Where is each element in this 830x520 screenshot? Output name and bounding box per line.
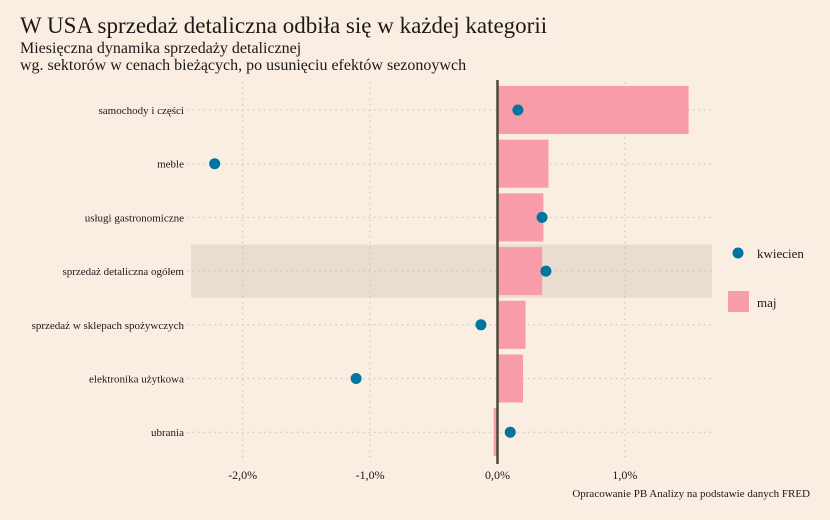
subtitle-line-2: wg. sektorów w cenach bieżących, po usun… — [20, 57, 467, 74]
point-kwiecien — [536, 211, 548, 223]
x-tick-label: -1,0% — [356, 468, 385, 482]
bar-maj — [497, 300, 526, 349]
bar-maj — [497, 193, 544, 242]
category-label: elektronika użytkowa — [89, 374, 184, 386]
category-label: ubrania — [151, 427, 184, 439]
category-label: meble — [157, 159, 184, 171]
category-label: samochody i części — [98, 105, 184, 117]
legend-label: maj — [757, 295, 777, 310]
legend: kwiecien maj — [728, 246, 804, 312]
point-kwiecien — [209, 158, 221, 170]
bar-maj — [493, 408, 498, 457]
point-kwiecien — [540, 265, 552, 277]
x-tick-label: 1,0% — [612, 468, 637, 482]
source-caption: Opracowanie PB Analizy na podstawie dany… — [572, 488, 810, 500]
point-kwiecien — [350, 373, 362, 384]
x-tick-layer: -2,0% -1,0% 0,0% 1,0% — [228, 468, 637, 482]
subtitle-line-1: Miesięczna dynamika sprzedaży detaliczne… — [20, 40, 302, 57]
chart-subtitle: Miesięczna dynamika sprzedaży detaliczne… — [20, 40, 466, 74]
category-label-layer: samochody i części meble usługi gastronomi… — [32, 105, 185, 439]
legend-square-icon — [728, 291, 749, 312]
x-tick-label: 0,0% — [485, 468, 510, 482]
category-label: sprzedaż detaliczna ogółem — [62, 266, 184, 278]
bar-maj — [497, 86, 689, 134]
point-kwiecien — [475, 319, 487, 331]
category-label: usługi gastronomiczne — [85, 212, 184, 224]
x-tick-label: -2,0% — [228, 468, 257, 482]
bar-maj — [497, 247, 543, 296]
bar-maj — [497, 139, 549, 188]
legend-label: kwiecien — [757, 246, 804, 261]
chart-title: W USA sprzedaż detaliczna odbiła się w k… — [20, 13, 548, 38]
bar-layer — [493, 86, 689, 457]
bar-maj — [497, 354, 523, 403]
point-layer — [209, 104, 552, 438]
point-kwiecien — [504, 426, 516, 438]
legend-point-icon — [732, 247, 744, 259]
point-kwiecien — [512, 104, 524, 116]
category-label: sprzedaż w sklepach spożywczych — [32, 320, 185, 332]
